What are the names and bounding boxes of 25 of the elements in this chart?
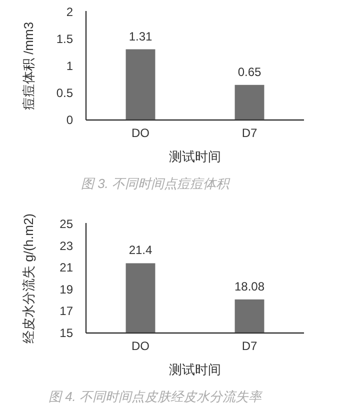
x-tick-label: D7 [242, 339, 258, 353]
y-tick-label: 17 [60, 304, 74, 318]
data-label: 18.08 [234, 279, 265, 294]
y-tick-label: 2 [66, 5, 74, 19]
y-tick-label: 1 [66, 59, 74, 73]
y-axis-title: 痘痘体积 /mm3 [21, 22, 36, 110]
y-tick-label: 1.5 [56, 32, 74, 46]
data-label: 0.65 [238, 64, 262, 79]
x-axis-title: 测试时间 [169, 149, 221, 164]
y-tick-label: 21 [60, 260, 74, 275]
y-tick-label: 23 [60, 238, 74, 253]
x-tick-label: DO [132, 339, 150, 353]
y-axis-title: 经皮水分流失 g/(h.m2) [21, 213, 36, 344]
data-label: 1.31 [128, 29, 152, 44]
x-tick-label: D7 [242, 126, 258, 140]
y-tick-label: 25 [60, 217, 74, 231]
y-tick-label: 19 [60, 282, 74, 296]
caption: 图 4. 不同时间点皮肤经皮水分流失率 [48, 389, 264, 404]
y-tick-label: 15 [60, 326, 74, 340]
data-label: 21.4 [128, 243, 152, 258]
x-tick-label: DO [132, 126, 150, 140]
x-axis-title: 测试时间 [169, 362, 221, 377]
y-tick-label: 0 [66, 113, 74, 127]
caption: 图 3. 不同时间点痘痘体积 [80, 176, 232, 191]
y-tick-label: 0.5 [56, 86, 74, 100]
